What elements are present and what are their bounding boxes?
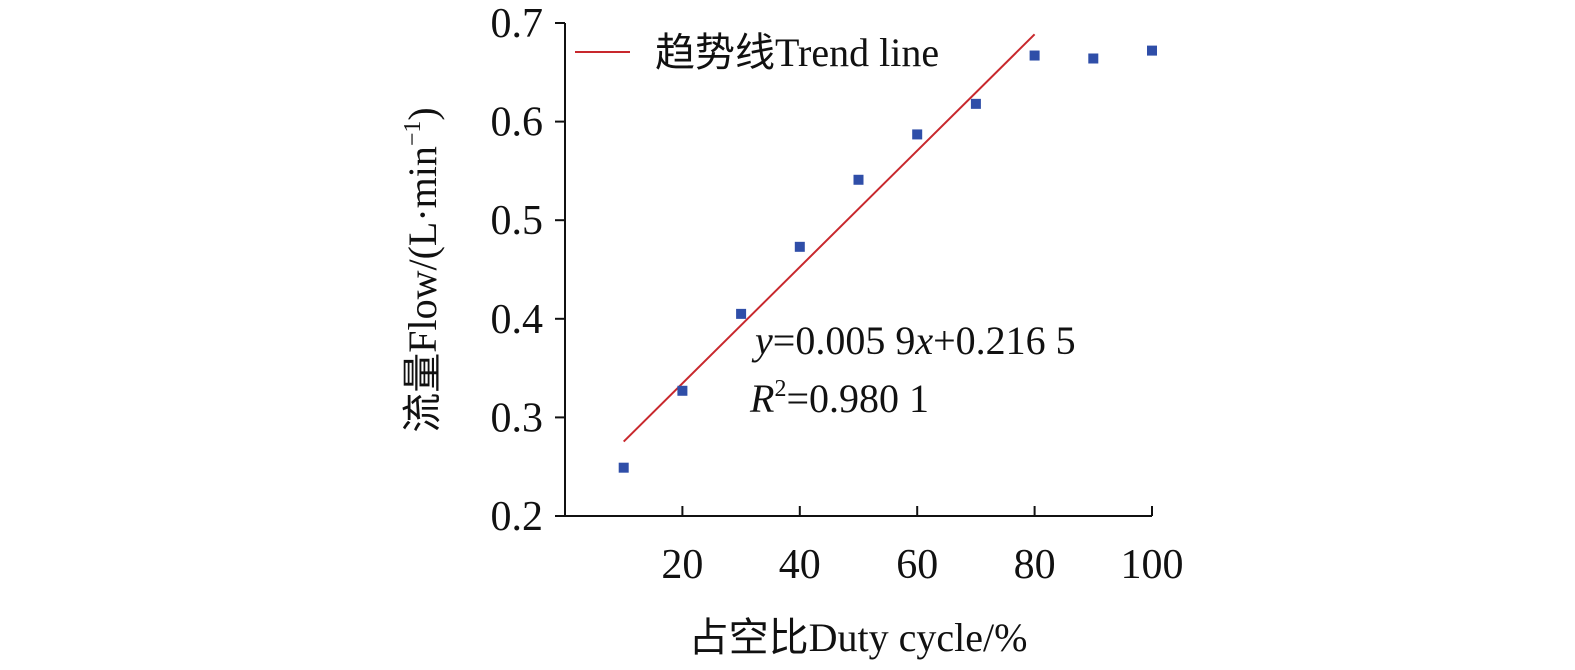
r-squared-var: R (749, 376, 774, 421)
legend: 趋势线Trend line (575, 30, 939, 75)
y-tick-label: 0.5 (491, 198, 544, 244)
equation-slope: =0.005 9 (773, 318, 916, 363)
equation-intercept: +0.216 5 (933, 318, 1076, 363)
y-tick-label: 0.2 (491, 494, 544, 540)
equation-x-var: x (914, 318, 933, 363)
trend-line (622, 33, 1036, 443)
data-point (1147, 45, 1157, 56)
x-tick-label: 100 (1121, 542, 1184, 588)
data-points (618, 45, 1157, 473)
data-point (970, 98, 981, 109)
data-point (677, 385, 688, 396)
data-point (1029, 50, 1040, 61)
x-tick-label: 20 (661, 542, 703, 588)
y-tick-label: 0.7 (491, 1, 544, 47)
data-point (912, 129, 923, 140)
x-tick-label: 40 (779, 542, 821, 588)
r-squared: R2=0.980 1 (749, 376, 929, 421)
equation-y-var: y (751, 318, 773, 363)
regression-equation: y=0.005 9x+0.216 5 (751, 318, 1076, 363)
x-tick-label: 80 (1014, 542, 1056, 588)
x-tick-label: 60 (896, 542, 938, 588)
y-tick-label: 0.6 (491, 100, 544, 146)
y-tick-label: 0.3 (491, 395, 544, 441)
data-point (794, 241, 805, 252)
y-tick-label: 0.4 (491, 297, 544, 343)
x-axis-ticks: 20 40 60 80 100 (661, 506, 1184, 588)
data-point (1088, 53, 1099, 64)
r-squared-exponent: 2 (774, 376, 786, 402)
legend-trend-line-label: 趋势线Trend line (655, 30, 939, 75)
data-point (736, 308, 747, 319)
y-axis-title-exponent: −1 (400, 121, 426, 147)
data-point (853, 174, 864, 185)
y-axis-title-close: ) (400, 107, 445, 120)
y-axis-ticks: 0.2 0.3 0.4 0.5 0.6 0.7 (491, 1, 565, 540)
r-squared-value: =0.980 1 (786, 376, 929, 421)
y-axis-title: 流量Flow/(L·min−1) (400, 107, 445, 433)
x-axis-title: 占空比Duty cycle/% (689, 615, 1028, 660)
data-point (618, 462, 629, 473)
y-axis-title-main: 流量Flow/(L·min (400, 146, 445, 433)
